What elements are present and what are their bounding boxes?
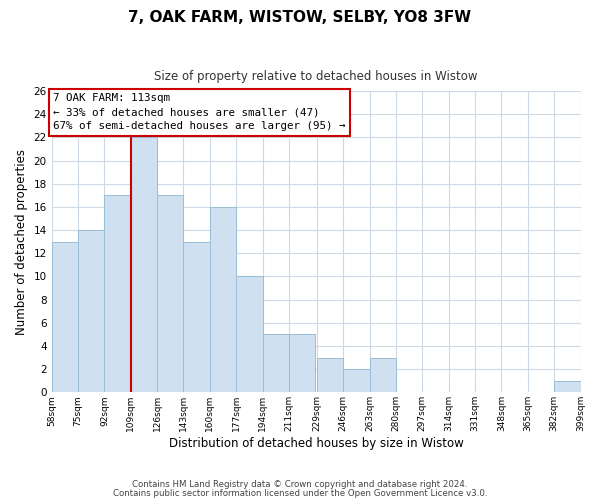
Bar bbox=[343, 369, 370, 392]
Bar bbox=[236, 276, 263, 392]
Bar bbox=[157, 196, 184, 392]
Bar bbox=[289, 334, 316, 392]
Title: Size of property relative to detached houses in Wistow: Size of property relative to detached ho… bbox=[154, 70, 478, 83]
Y-axis label: Number of detached properties: Number of detached properties bbox=[15, 148, 28, 334]
X-axis label: Distribution of detached houses by size in Wistow: Distribution of detached houses by size … bbox=[169, 437, 463, 450]
Text: Contains HM Land Registry data © Crown copyright and database right 2024.: Contains HM Land Registry data © Crown c… bbox=[132, 480, 468, 489]
Bar bbox=[210, 207, 236, 392]
Text: Contains public sector information licensed under the Open Government Licence v3: Contains public sector information licen… bbox=[113, 488, 487, 498]
Text: 7, OAK FARM, WISTOW, SELBY, YO8 3FW: 7, OAK FARM, WISTOW, SELBY, YO8 3FW bbox=[128, 10, 472, 25]
Bar bbox=[184, 242, 210, 392]
Bar bbox=[131, 138, 157, 392]
Bar bbox=[554, 380, 581, 392]
Bar bbox=[263, 334, 289, 392]
Bar bbox=[78, 230, 104, 392]
Bar bbox=[52, 242, 78, 392]
Text: 7 OAK FARM: 113sqm
← 33% of detached houses are smaller (47)
67% of semi-detache: 7 OAK FARM: 113sqm ← 33% of detached hou… bbox=[53, 94, 346, 132]
Bar bbox=[104, 196, 131, 392]
Bar bbox=[317, 358, 343, 392]
Bar bbox=[370, 358, 396, 392]
